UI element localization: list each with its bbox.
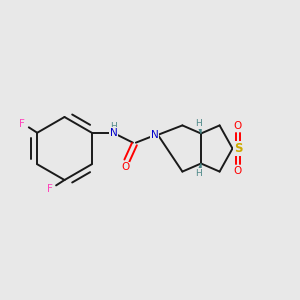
Text: H: H (195, 169, 201, 178)
Text: N: N (151, 130, 159, 140)
Text: O: O (121, 162, 130, 172)
Text: H: H (195, 119, 201, 128)
Text: S: S (234, 142, 242, 155)
Text: F: F (46, 184, 52, 194)
Text: O: O (234, 121, 242, 131)
Text: O: O (234, 166, 242, 176)
Polygon shape (198, 125, 201, 134)
Text: F: F (19, 119, 25, 129)
Text: H: H (110, 122, 117, 131)
Text: N: N (110, 128, 117, 138)
Polygon shape (198, 164, 201, 172)
